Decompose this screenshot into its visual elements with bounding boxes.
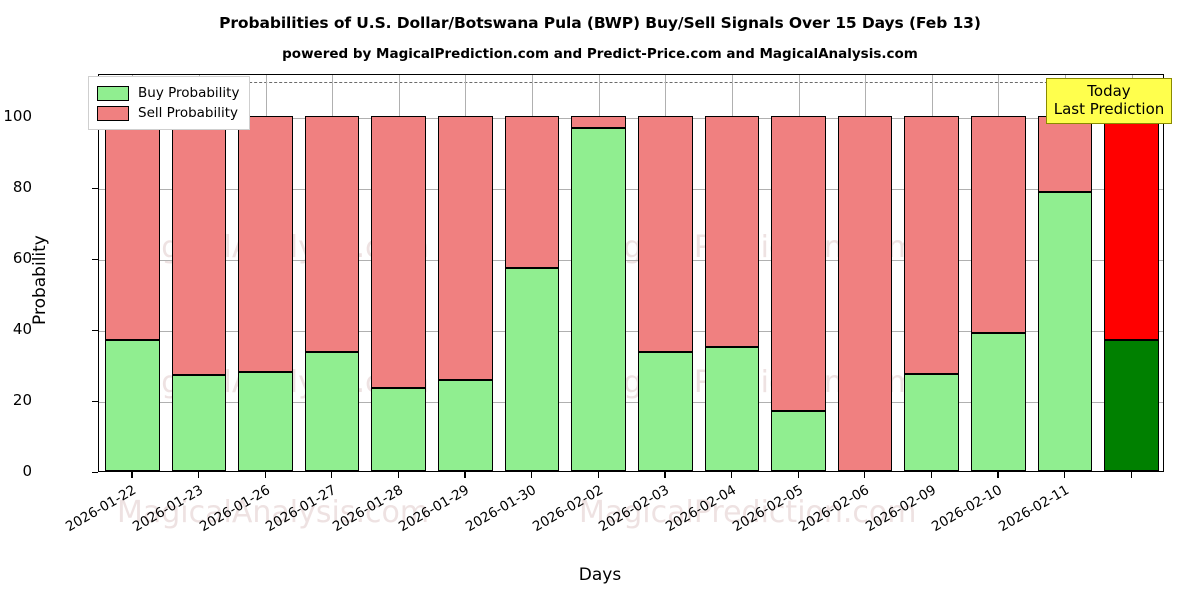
- gridline-horizontal: [99, 330, 1163, 332]
- bar-segment-sell: [438, 115, 493, 381]
- y-tick-mark: [92, 258, 98, 260]
- x-axis-ticks: 2026-01-22 2026-01-23 2026-01-26 2026-01-27…: [0, 472, 1200, 562]
- gridline-horizontal: [99, 117, 1163, 119]
- gridline-horizontal: [99, 188, 1163, 190]
- legend-swatch-buy: [97, 85, 129, 101]
- bar-segment-sell: [704, 115, 760, 348]
- y-tick-mark: [92, 329, 98, 332]
- x-tick-mark: [864, 472, 866, 478]
- x-tick-mark: [197, 472, 200, 478]
- today-annotation-line2: Last Prediction: [1053, 99, 1165, 118]
- plot-area: MagicalAnalysis.com MagicalPrediction.com…: [98, 73, 1164, 530]
- x-tick-mark: [997, 472, 999, 478]
- x-tick-mark: [531, 472, 533, 478]
- x-tick-mark: [930, 472, 932, 478]
- bar-segment-buy: [571, 128, 626, 471]
- x-tick-mark: [131, 472, 133, 478]
- bar-2026-01-23[interactable]: [171, 73, 227, 471]
- x-tick-mark: [331, 472, 333, 478]
- x-tick-mark: [730, 472, 733, 478]
- bar-2026-02-09[interactable]: [904, 73, 960, 471]
- bar-2026-02-02[interactable]: [571, 73, 626, 471]
- y-tick-label: 60: [12, 248, 32, 267]
- y-axis-label: Probability: [30, 235, 50, 325]
- bar-2026-02-12[interactable]: [1104, 73, 1159, 471]
- chart-subtitle: powered by MagicalPrediction.com and Pre…: [282, 46, 918, 62]
- x-tick-mark: [464, 472, 466, 478]
- x-tick-mark: [397, 472, 399, 478]
- bar-segment-sell: [1104, 115, 1159, 341]
- bar-segment-sell: [837, 115, 893, 471]
- bar-2026-01-27[interactable]: [304, 73, 360, 471]
- chart-title: Probabilities of U.S. Dollar/Botswana Pu…: [219, 14, 981, 32]
- bar-segment-buy: [104, 340, 160, 471]
- x-tick-mark: [664, 472, 666, 478]
- bar-2026-02-04[interactable]: [704, 73, 760, 471]
- y-tick-label: 20: [12, 390, 32, 409]
- chart-legend: Buy Probability Sell Probability: [88, 76, 251, 130]
- legend-swatch-sell: [97, 105, 129, 121]
- bar-2026-02-06[interactable]: [837, 73, 893, 471]
- y-tick-mark: [92, 472, 98, 474]
- bar-segment-sell: [104, 115, 160, 341]
- bar-segment-sell: [371, 115, 427, 388]
- bar-segment-buy: [1037, 191, 1093, 471]
- y-tick-mark: [92, 187, 98, 189]
- bar-2026-01-22[interactable]: [104, 73, 160, 471]
- bar-segment-sell: [637, 115, 693, 353]
- legend-label-buy: Buy Probability: [138, 85, 240, 101]
- gridline-horizontal: [99, 401, 1163, 403]
- legend-item-buy: Buy Probability: [97, 83, 239, 103]
- today-annotation: Today Last Prediction: [1046, 78, 1172, 125]
- x-axis-label: Days: [578, 565, 622, 585]
- bar-segment-sell: [971, 115, 1026, 333]
- y-tick-mark: [92, 400, 98, 403]
- bar-2026-02-11[interactable]: [1037, 73, 1093, 471]
- bar-segment-sell: [504, 115, 560, 269]
- bar-segment-sell: [171, 115, 227, 375]
- bar-segment-sell: [904, 115, 960, 375]
- bar-2026-02-10[interactable]: [971, 73, 1026, 471]
- gridline-horizontal: [99, 259, 1163, 261]
- bar-2026-02-05[interactable]: [771, 73, 826, 471]
- bar-segment-buy: [371, 387, 427, 471]
- x-tick-mark: [597, 472, 599, 478]
- bar-2026-01-28[interactable]: [371, 73, 427, 471]
- x-tick-mark: [264, 472, 266, 478]
- bar-segment-sell: [571, 115, 626, 129]
- bar-segment-buy: [238, 372, 293, 471]
- bar-segment-buy: [704, 347, 760, 471]
- bar-segment-sell: [771, 115, 826, 411]
- bar-segment-sell: [1037, 115, 1093, 192]
- y-tick-label: 80: [12, 177, 32, 196]
- bar-segment-buy: [1104, 340, 1159, 471]
- legend-label-sell: Sell Probability: [138, 105, 239, 121]
- y-tick-label: 40: [12, 319, 32, 338]
- bar-segment-sell: [304, 115, 360, 353]
- reference-line: [99, 82, 1163, 84]
- bar-segment-buy: [771, 410, 826, 471]
- bar-segment-buy: [637, 352, 693, 471]
- bar-2026-01-30[interactable]: [504, 73, 560, 471]
- x-tick-mark: [1130, 472, 1132, 478]
- bar-segment-buy: [971, 332, 1026, 471]
- legend-item-sell: Sell Probability: [97, 103, 239, 123]
- bar-2026-01-29[interactable]: [438, 73, 493, 471]
- today-annotation-line1: Today: [1087, 82, 1131, 100]
- x-tick-mark: [797, 472, 799, 478]
- bar-segment-buy: [304, 352, 360, 471]
- bar-2026-01-26[interactable]: [238, 73, 293, 471]
- bar-segment-sell: [238, 115, 293, 373]
- bar-segment-buy: [171, 374, 227, 471]
- y-tick-label: 100: [3, 106, 32, 125]
- x-tick-mark: [1064, 472, 1066, 478]
- y-tick-label: 0: [22, 462, 32, 480]
- bar-2026-02-03[interactable]: [637, 73, 693, 471]
- plot-inner: MagicalAnalysis.com MagicalPrediction.com…: [99, 73, 1163, 530]
- bar-segment-buy: [438, 380, 493, 471]
- bar-segment-buy: [904, 374, 960, 471]
- bar-segment-buy: [504, 268, 560, 471]
